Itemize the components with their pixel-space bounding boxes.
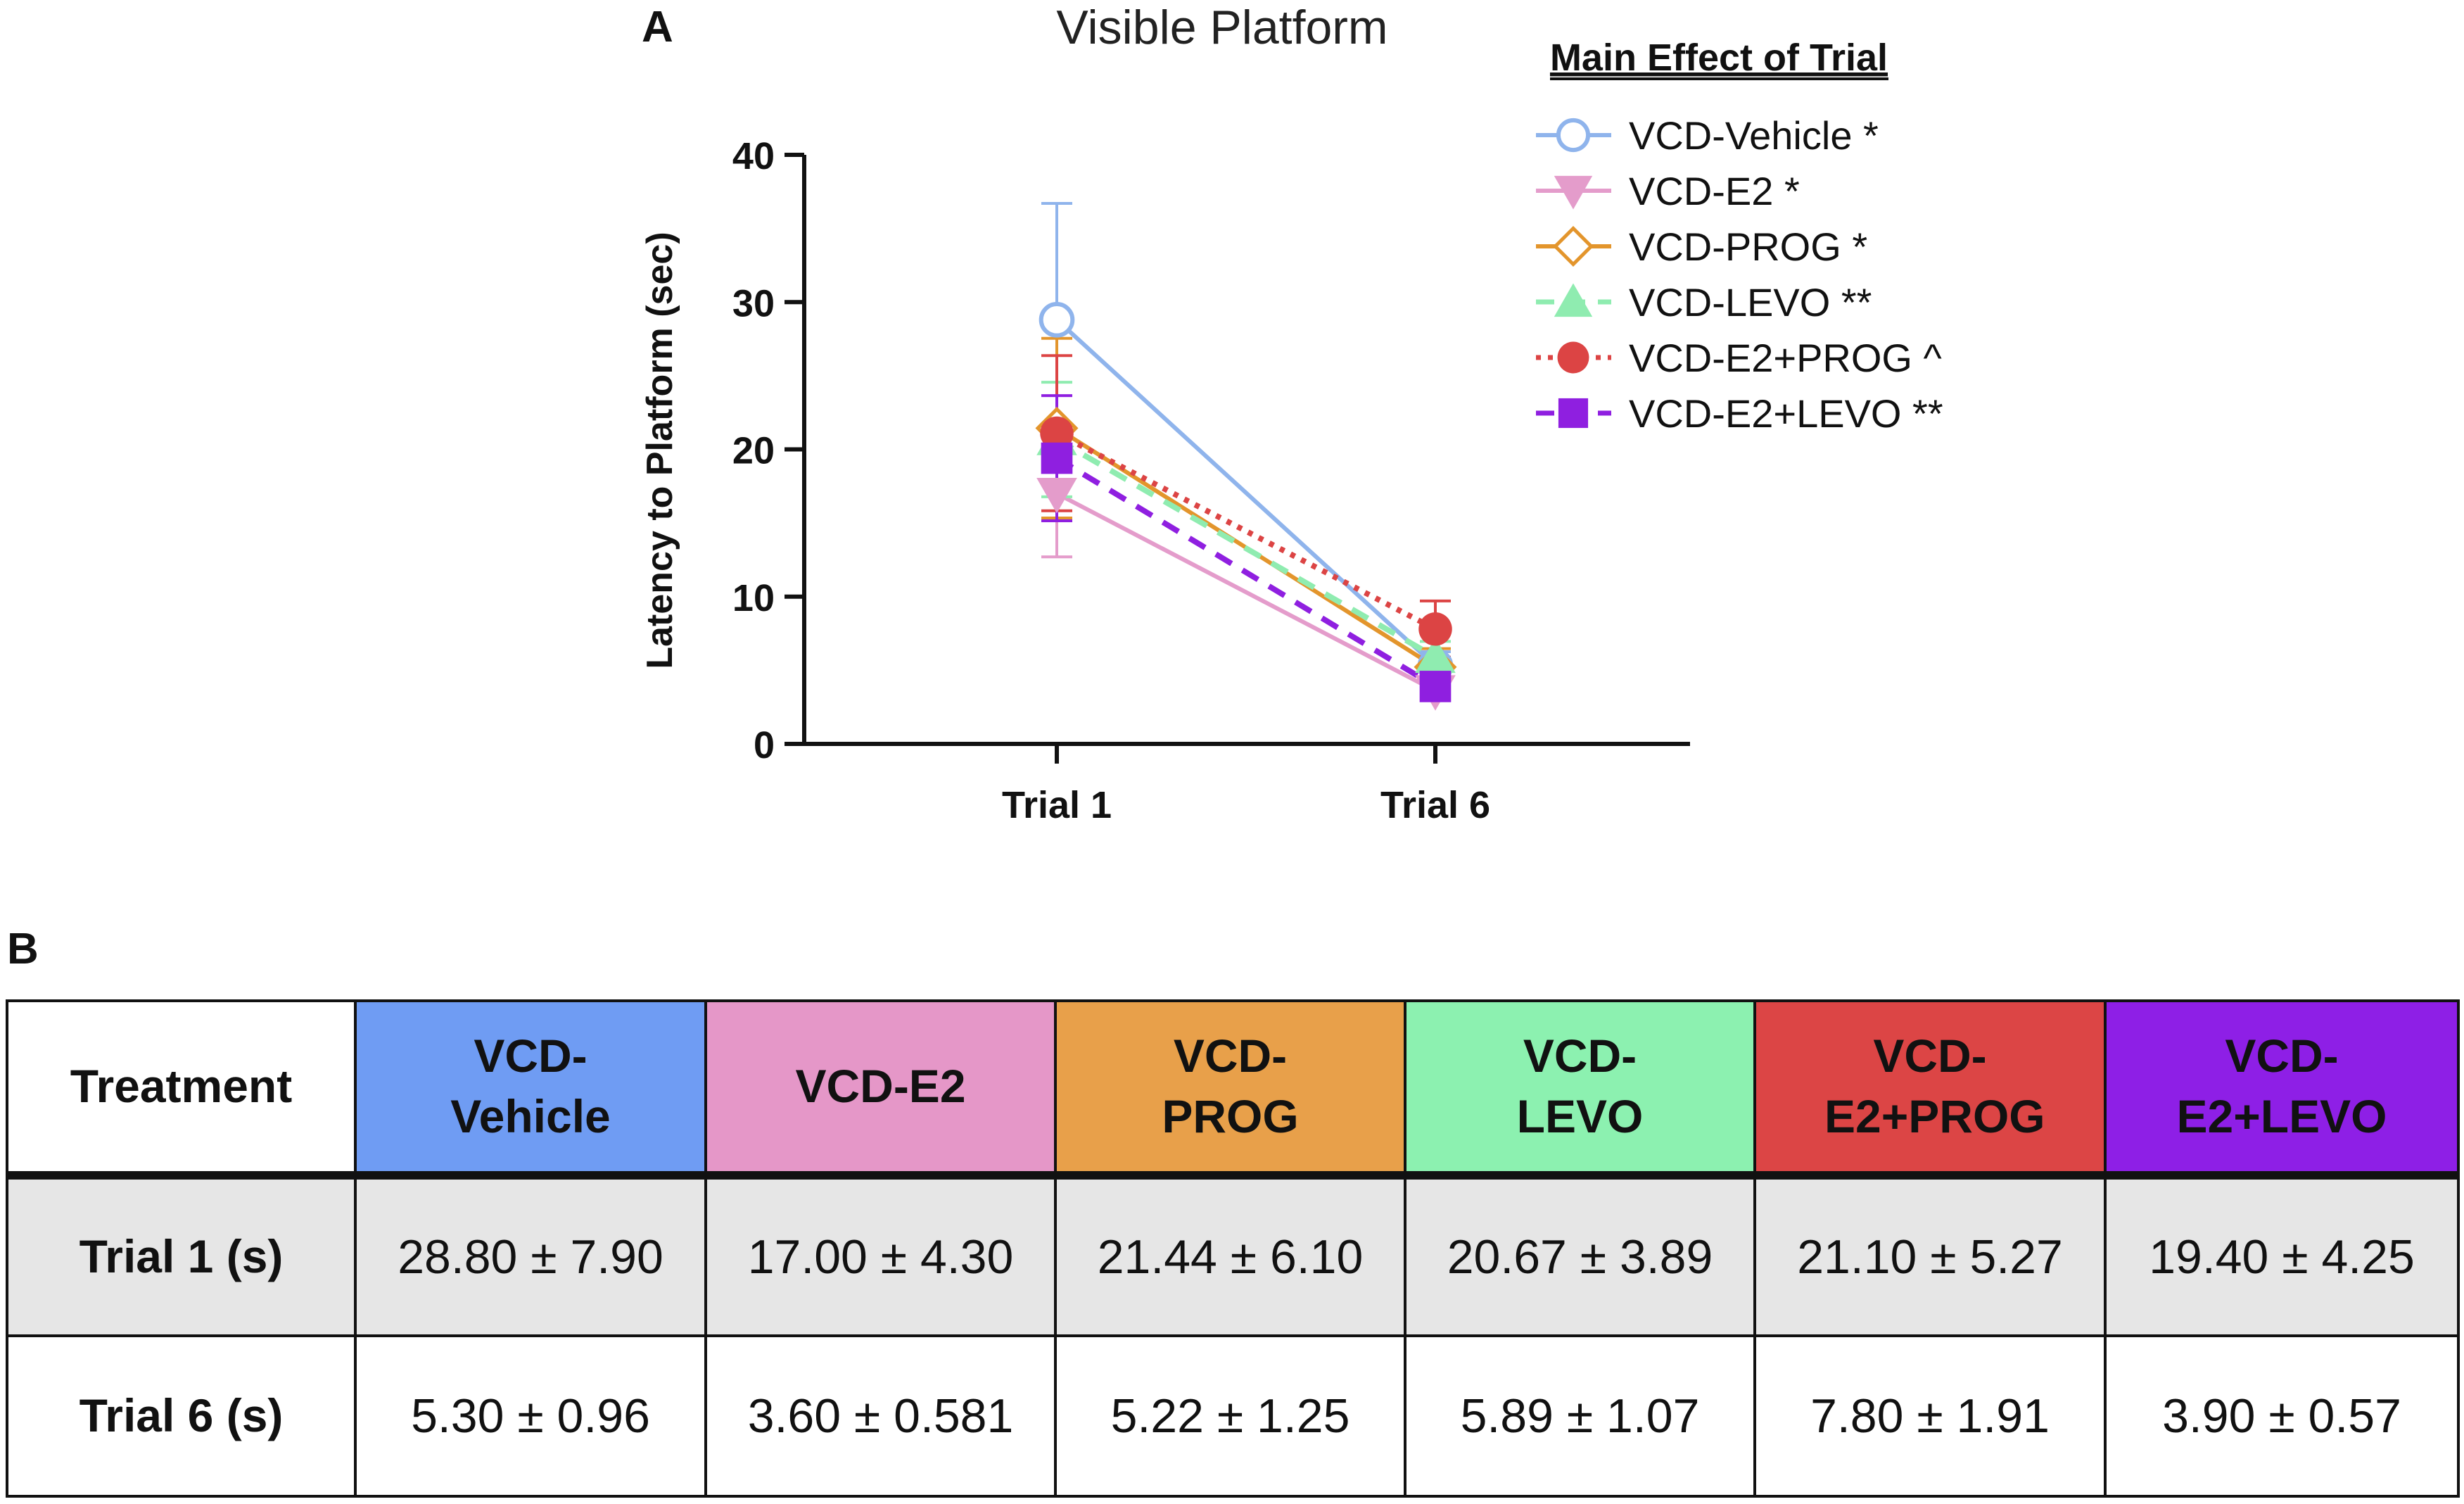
y-axis-label: Latency to Platform (sec) [640,232,680,669]
chart-title: Visible Platform [1056,1,1387,54]
header-cell: VCD-E2+PROG [1753,999,2107,1180]
series-line-5 [1055,455,1437,689]
panel-a-label: A [642,3,673,51]
panel-b-label: B [7,925,39,973]
header-cell: VCD-LEVO [1404,999,1756,1180]
series-line-0 [1055,318,1437,668]
table-cell: 19.40 ± 4.25 [2104,1174,2460,1337]
legend-entry: VCD-E2+LEVO ** [1629,391,1943,436]
data-point [1418,612,1452,646]
table-cell: 17.00 ± 4.30 [704,1174,1057,1337]
table-corner: Treatment [6,999,357,1180]
header-cell: VCD-E2+LEVO [2104,999,2460,1180]
table-row: Trial 1 (s) 28.80 ± 7.90 17.00 ± 4.30 21… [6,1174,2460,1337]
legend-title: Main Effect of Trial [1550,37,1888,79]
table-header-row: Treatment VCD-Vehicle VCD-E2 VCD-PROG VC… [6,999,2460,1180]
row-label: Trial 1 (s) [6,1174,357,1337]
series-line-3 [1055,437,1437,660]
legend-marker [1556,118,1591,153]
legend-marker [1552,225,1594,267]
y-tick-label: 40 [732,135,775,177]
y-tick-label: 10 [732,577,775,619]
y-tick-label: 0 [754,724,775,766]
legend-marker [1554,175,1593,210]
table-row: Trial 6 (s) 5.30 ± 0.96 3.60 ± 0.581 5.2… [6,1334,2460,1498]
header-cell: VCD-Vehicle [354,999,707,1180]
series-line-1 [1055,491,1437,693]
x-tick-label: Trial 1 [1002,784,1112,826]
legend-marker [1557,341,1589,374]
table-cell: 3.60 ± 0.581 [704,1334,1057,1498]
data-point [1041,442,1073,474]
header-cell: VCD-PROG [1054,999,1406,1180]
data-point [1415,637,1456,674]
legend-marker [1554,283,1593,317]
legend-entry: VCD-PROG * [1629,225,1867,269]
table-cell: 7.80 ± 1.91 [1753,1334,2107,1498]
table-cell: 5.22 ± 1.25 [1054,1334,1406,1498]
table-cell: 21.10 ± 5.27 [1753,1174,2107,1337]
data-point [1039,302,1075,338]
table-cell: 21.44 ± 6.10 [1054,1174,1406,1337]
table-cell: 5.30 ± 0.96 [354,1334,707,1498]
legend-entry: VCD-LEVO ** [1629,280,1872,324]
table-cell: 28.80 ± 7.90 [354,1174,707,1337]
line-chart: Visible Platform 0 10 20 30 40 Trial 1 Trial 6 L… [640,1,1943,826]
y-tick-label: 20 [732,430,775,472]
series-line-4 [1055,430,1437,632]
data-point [1036,477,1077,514]
legend-entry: VCD-E2 * [1629,169,1800,213]
y-tick-label: 30 [732,282,775,324]
table-cell: 3.90 ± 0.57 [2104,1334,2460,1498]
data-point [1040,416,1074,450]
header-cell: VCD-E2 [704,999,1057,1180]
row-label: Trial 6 (s) [6,1334,357,1498]
table-cell: 20.67 ± 3.89 [1404,1174,1756,1337]
x-tick-label: Trial 6 [1380,784,1490,826]
table-cell: 5.89 ± 1.07 [1404,1334,1756,1498]
legend-entry: VCD-Vehicle * [1629,113,1879,158]
legend-marker [1558,398,1589,429]
legend-entry: VCD-E2+PROG ^ [1629,336,1942,380]
data-point [1419,671,1452,702]
treatment-table: Treatment VCD-Vehicle VCD-E2 VCD-PROG VC… [6,999,2460,1498]
